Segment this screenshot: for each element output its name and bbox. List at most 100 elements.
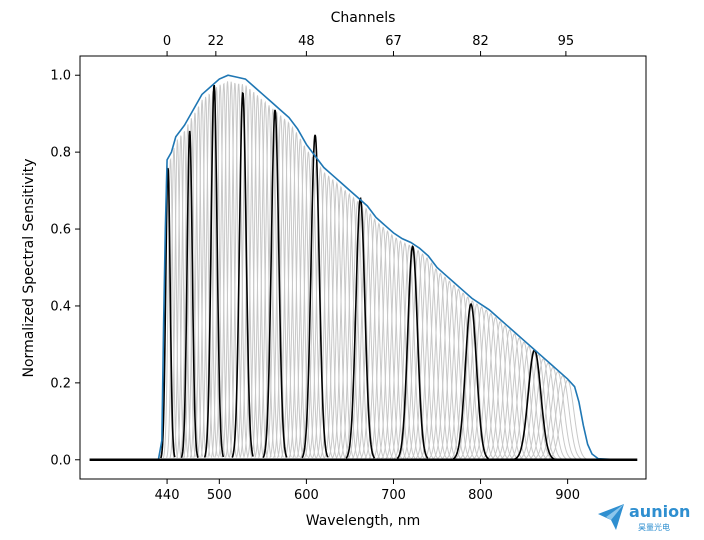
highlighted-channel-curve bbox=[262, 109, 288, 459]
channel-curve bbox=[372, 230, 402, 459]
channel-curve bbox=[547, 379, 588, 460]
channel-curve bbox=[519, 354, 558, 460]
channel-curve bbox=[537, 371, 578, 460]
top-tick-label: 82 bbox=[472, 34, 489, 49]
channel-curve bbox=[296, 151, 321, 459]
channel-curve bbox=[214, 82, 234, 458]
channel-curve bbox=[235, 85, 257, 458]
channel-curve bbox=[393, 244, 425, 459]
channel-curve bbox=[402, 249, 434, 459]
channel-curve bbox=[459, 303, 495, 460]
aunion-logo: aunion 昊量光电 bbox=[598, 502, 690, 532]
channel-curve bbox=[368, 226, 398, 459]
y-tick-label: 0.0 bbox=[50, 453, 71, 468]
top-axis-title: Channels bbox=[331, 10, 396, 26]
logo-subtitle: 昊量光电 bbox=[638, 522, 670, 532]
channel-curve bbox=[288, 138, 313, 459]
channel-curve bbox=[339, 196, 367, 459]
x-tick-label: 500 bbox=[207, 488, 232, 503]
highlighted-channel-curve bbox=[180, 130, 199, 459]
y-tick-label: 1.0 bbox=[50, 69, 71, 84]
top-tick-label: 22 bbox=[208, 34, 225, 49]
y-tick-label: 0.6 bbox=[50, 223, 71, 238]
channel-curve bbox=[463, 306, 499, 460]
channel-curves bbox=[159, 81, 588, 460]
x-tick-label: 900 bbox=[555, 488, 580, 503]
channel-curve bbox=[344, 201, 372, 459]
channel-curve bbox=[228, 83, 249, 458]
channel-curve bbox=[243, 92, 264, 458]
x-tick-label: 700 bbox=[381, 488, 406, 503]
channel-curve bbox=[385, 239, 416, 459]
y-axis-title: Normalized Spectral Sensitivity bbox=[21, 159, 37, 378]
channel-curve bbox=[225, 82, 245, 458]
y-axis-ticks: 0.0 0.2 0.4 0.6 0.8 1.0 bbox=[50, 69, 80, 468]
highlighted-channel-curve bbox=[452, 302, 489, 460]
channel-curve bbox=[415, 262, 448, 459]
highlighted-channel-curve bbox=[231, 91, 254, 458]
channel-curve bbox=[166, 148, 182, 459]
channel-curve bbox=[277, 121, 300, 458]
channel-curve bbox=[269, 115, 292, 458]
y-tick-label: 0.4 bbox=[50, 299, 71, 314]
channel-curve bbox=[254, 100, 276, 458]
channel-curve bbox=[172, 135, 189, 458]
channel-curve bbox=[331, 189, 359, 459]
highlighted-channel-curve bbox=[345, 197, 376, 459]
paper-plane-icon bbox=[598, 504, 624, 530]
channel-curve bbox=[292, 145, 317, 459]
channel-curve bbox=[221, 81, 241, 458]
highlighted-channel-curve bbox=[160, 167, 176, 459]
channel-curve bbox=[437, 284, 471, 460]
channel-curve bbox=[381, 237, 411, 459]
highlighted-channel-curve bbox=[203, 84, 225, 458]
top-axis-ticks: 0 22 48 67 82 95 bbox=[163, 34, 574, 56]
channel-curve bbox=[411, 257, 443, 459]
channel-curve bbox=[424, 272, 457, 460]
x-tick-label: 600 bbox=[294, 488, 319, 503]
channel-curve bbox=[377, 233, 407, 459]
channel-curve bbox=[258, 105, 280, 458]
channel-curve bbox=[265, 112, 288, 458]
channel-curve bbox=[472, 313, 509, 460]
channel-curve bbox=[360, 218, 389, 459]
x-axis-ticks: 440 500 600 700 800 900 bbox=[155, 479, 580, 503]
highlighted-channel-curve bbox=[301, 134, 329, 459]
channel-curve bbox=[406, 253, 438, 459]
channel-curve bbox=[280, 125, 304, 458]
x-axis-title: Wavelength, nm bbox=[306, 513, 420, 529]
channel-curve bbox=[528, 362, 568, 460]
channel-curve bbox=[389, 241, 421, 459]
channel-curve bbox=[446, 292, 480, 460]
channel-curve bbox=[356, 213, 385, 459]
channel-curve bbox=[450, 296, 485, 460]
y-tick-label: 0.8 bbox=[50, 146, 71, 161]
channel-curve bbox=[162, 157, 179, 459]
channel-curve bbox=[419, 268, 452, 460]
channel-curve bbox=[284, 132, 308, 459]
highlighted-channel-curve bbox=[396, 245, 429, 460]
channel-curve bbox=[246, 95, 268, 458]
envelope-line bbox=[157, 74, 620, 461]
x-tick-label: 800 bbox=[468, 488, 493, 503]
channel-curve bbox=[441, 288, 476, 460]
top-tick-label: 67 bbox=[385, 34, 402, 49]
channel-curve bbox=[500, 337, 538, 460]
channel-curve bbox=[523, 358, 563, 460]
y-tick-label: 0.2 bbox=[50, 376, 71, 391]
channel-curve bbox=[261, 108, 284, 458]
channel-curve bbox=[273, 118, 296, 458]
channel-curve bbox=[239, 88, 260, 458]
channel-curve bbox=[217, 81, 237, 458]
logo-wordmark: aunion bbox=[629, 502, 690, 521]
channel-curve bbox=[207, 87, 226, 458]
top-tick-label: 48 bbox=[298, 34, 315, 49]
highlighted-channel-curves bbox=[160, 84, 555, 460]
x-tick-label: 440 bbox=[155, 488, 180, 503]
top-tick-label: 95 bbox=[558, 34, 575, 49]
channel-curve bbox=[533, 366, 573, 460]
plot-frame bbox=[79, 55, 647, 480]
channel-curve bbox=[352, 207, 380, 459]
channel-curve bbox=[428, 276, 462, 460]
